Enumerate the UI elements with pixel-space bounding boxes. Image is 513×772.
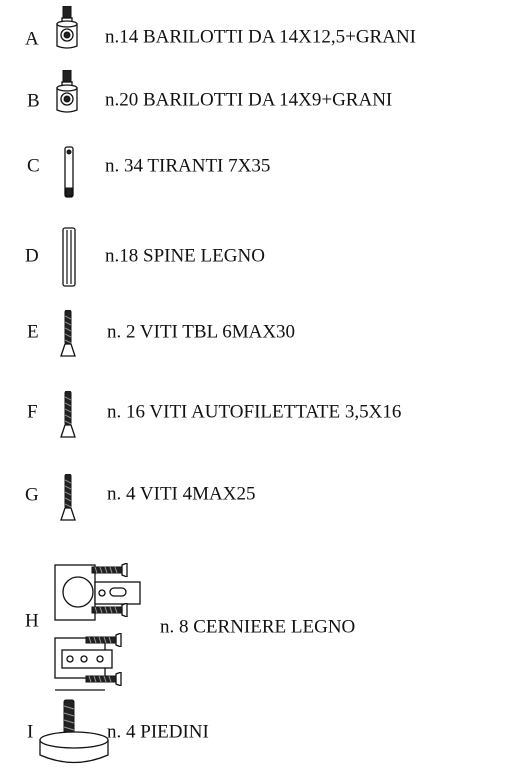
hinge-icon [54, 563, 141, 691]
item-label: n. 4 VITI 4MAX25 [107, 483, 255, 504]
item-letter: F [27, 401, 38, 422]
barrel-icon [56, 70, 78, 113]
item-label: n. 16 VITI AUTOFILETTATE 3,5X16 [107, 401, 401, 422]
item-letter: H [25, 610, 39, 631]
item-letter: C [27, 155, 40, 176]
screw-icon [60, 474, 76, 521]
item-letter: D [25, 245, 39, 266]
screw-icon [60, 310, 76, 357]
item-label: n. 2 VITI TBL 6MAX30 [107, 321, 295, 342]
screw-icon [60, 391, 76, 438]
item-label: n.14 BARILOTTI DA 14X12,5+GRANI [105, 26, 416, 47]
dowel-icon [62, 227, 76, 287]
item-label: n. 8 CERNIERE LEGNO [160, 616, 355, 637]
rod-icon [64, 146, 74, 198]
item-label: n.20 BARILOTTI DA 14X9+GRANI [105, 89, 392, 110]
item-label: n.18 SPINE LEGNO [105, 245, 265, 266]
item-label: n. 4 PIEDINI [107, 721, 209, 742]
item-letter: E [27, 321, 39, 342]
foot-icon [39, 699, 109, 764]
item-letter: B [27, 90, 40, 111]
barrel-icon [56, 6, 78, 49]
item-letter: G [25, 484, 39, 505]
item-letter: I [27, 721, 33, 742]
item-letter: A [25, 28, 39, 49]
item-label: n. 34 TIRANTI 7X35 [105, 155, 270, 176]
